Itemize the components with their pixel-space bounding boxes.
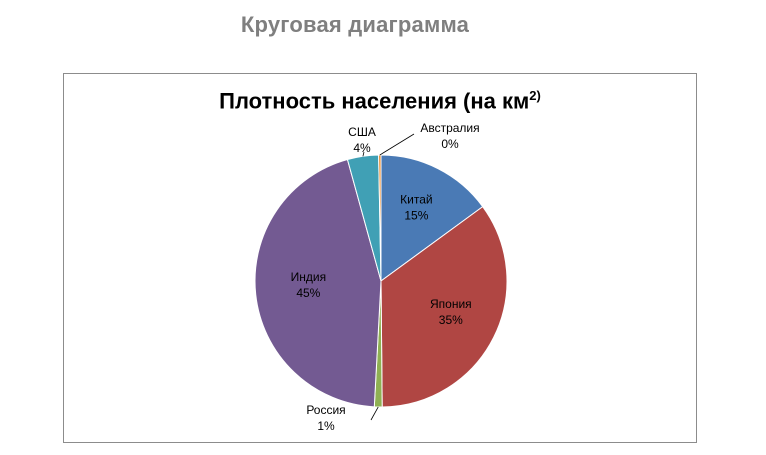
- slice-label-percent: 0%: [441, 137, 459, 151]
- slice-label-name: Китай: [400, 192, 432, 206]
- pie-slice-6: [378, 154, 382, 282]
- chart-title: Плотность населения (на км2): [64, 88, 696, 114]
- leader-line-3: [370, 406, 379, 421]
- pie-slices: [254, 154, 508, 408]
- pie-slice-1: [380, 154, 484, 282]
- pie-chart: Китай 15% Япония 35% Россия 1% Индия 45% США 4% Ав…: [254, 121, 508, 433]
- slice-label-name: Япония: [430, 297, 472, 311]
- slice-label-name: Россия: [306, 403, 345, 417]
- slice-label-name: Австралия: [420, 121, 479, 135]
- slice-label-name: США: [348, 125, 376, 139]
- pie-slice-4: [254, 158, 382, 408]
- chart-title-superscript: 2): [529, 88, 541, 103]
- leader-line-5: [362, 151, 365, 157]
- slice-label-percent: 4%: [353, 141, 371, 155]
- slice-label-percent: 35%: [439, 313, 463, 327]
- slice-label-percent: 15%: [404, 208, 428, 222]
- pie-slice-2: [380, 205, 508, 408]
- slice-label-percent: 1%: [317, 419, 335, 433]
- chart-title-text: Плотность населения (на км: [219, 88, 530, 114]
- leader-line-6: [379, 133, 415, 156]
- slice-label-percent: 45%: [296, 286, 320, 300]
- chart-area: Плотность населения (на км2) Китай 15% Япо…: [63, 73, 697, 443]
- slice-label-name: Индия: [291, 270, 326, 284]
- slide-title: Круговая диаграмма: [240, 12, 470, 37]
- pie-labels: Китай 15% Япония 35% Россия 1% Индия 45% США 4% Ав…: [291, 121, 480, 433]
